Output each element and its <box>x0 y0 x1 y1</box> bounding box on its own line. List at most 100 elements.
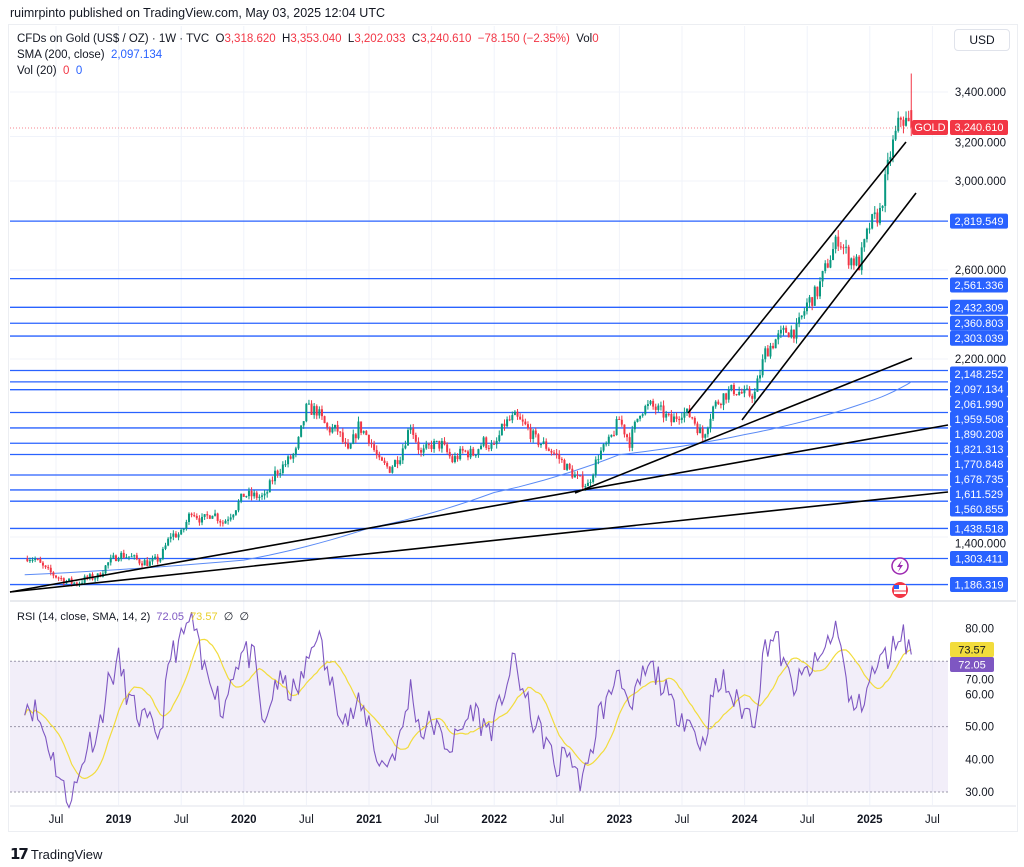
sma-legend[interactable]: SMA (200, close) 2,097.134 <box>17 49 162 61</box>
candle-body <box>537 434 540 446</box>
candle-body <box>865 228 868 240</box>
candle-body <box>193 515 196 517</box>
time-tick-label: Jul <box>424 814 439 826</box>
candle-body <box>456 456 459 460</box>
candle-body <box>704 434 707 438</box>
candle-body <box>878 207 881 224</box>
candle-body <box>247 490 250 497</box>
candle-body <box>808 297 811 303</box>
candle-body <box>216 513 219 521</box>
candle-body <box>641 414 644 416</box>
trendline[interactable] <box>9 491 949 593</box>
candle-body <box>287 456 290 465</box>
candle-body <box>772 345 775 349</box>
candle-body <box>902 119 905 126</box>
candle-body <box>602 444 605 451</box>
level-label-box <box>950 520 1008 536</box>
candle-body <box>245 496 248 498</box>
candle-body <box>253 492 256 497</box>
candle-body <box>725 393 728 400</box>
candle-body <box>508 419 511 421</box>
volume-legend[interactable]: Vol (20) 0 0 <box>17 65 82 77</box>
trendline[interactable] <box>574 357 913 494</box>
candle-body <box>539 443 542 446</box>
candle-body <box>751 395 754 399</box>
candle-body <box>130 556 133 558</box>
level-label-box <box>950 550 1008 566</box>
candle-body <box>691 417 694 419</box>
candle-body <box>482 437 485 446</box>
candle-body <box>766 348 769 357</box>
candle-body <box>367 434 370 444</box>
candle-body <box>558 454 561 460</box>
candle-body <box>373 444 376 450</box>
tradingview-logo[interactable]: 𝟭𝟳 TradingView <box>10 845 102 863</box>
candle-body <box>420 450 423 453</box>
level-label-box <box>950 411 1008 427</box>
candle-body <box>834 236 837 250</box>
candle-body <box>881 205 884 208</box>
time-tick-label: Jul <box>675 814 690 826</box>
candle-body <box>258 496 261 498</box>
level-label: 2,303.039 <box>955 333 1004 345</box>
candle-body <box>83 576 86 583</box>
candle-body <box>863 239 866 248</box>
candle-body <box>399 460 402 465</box>
chart-frame <box>8 24 1018 832</box>
candle-body <box>485 437 488 448</box>
candle-body <box>274 470 277 482</box>
candle-body <box>756 378 759 392</box>
candle-body <box>328 427 331 433</box>
candle-body <box>331 428 334 433</box>
candle-body <box>326 423 329 428</box>
candle-body <box>412 428 415 435</box>
candle-body <box>88 574 91 579</box>
channel-lower-line[interactable] <box>741 192 917 421</box>
candle-body <box>36 558 39 560</box>
candle-body <box>125 557 128 559</box>
candle-body <box>362 431 365 433</box>
trendlines[interactable] <box>9 141 949 593</box>
candle-body <box>837 236 840 247</box>
rsi-tick-label: 40.00 <box>965 754 994 766</box>
candle-body <box>686 408 689 413</box>
candle-body <box>240 493 243 502</box>
price-tag-symbol-box <box>912 120 948 135</box>
candle-body <box>242 493 245 497</box>
rsi-tick-label: 50.00 <box>965 722 994 734</box>
price-tick-label: 3,200.000 <box>955 137 1006 149</box>
candle-body <box>172 533 175 537</box>
candle-body <box>516 411 519 417</box>
candle-body <box>774 339 777 349</box>
rsi-tick-label: 80.00 <box>965 624 994 636</box>
rsi-tick-label: 30.00 <box>965 787 994 799</box>
candle-body <box>339 431 342 433</box>
candle-body <box>357 421 360 439</box>
trendline[interactable] <box>9 424 949 593</box>
candle-body <box>571 468 574 478</box>
vol-value: 0 <box>592 33 599 45</box>
rsi-label: RSI (14, close, SMA, 14, 2) <box>17 611 151 623</box>
level-label-box <box>950 366 1008 382</box>
candle-body <box>709 418 712 429</box>
candle-body <box>654 406 657 410</box>
candle-body <box>185 521 188 529</box>
candle-body <box>506 419 509 427</box>
currency-button[interactable]: USD <box>954 29 1010 51</box>
candle-body <box>260 495 263 497</box>
candle-body <box>143 560 146 566</box>
candle-body <box>94 578 97 580</box>
candle-body <box>850 258 853 266</box>
candle-body <box>738 392 741 395</box>
lightning-event-icon[interactable] <box>891 557 909 575</box>
us-flag-event-icon[interactable] <box>892 582 908 598</box>
channel-upper-line[interactable] <box>687 141 907 414</box>
rsi-legend[interactable]: RSI (14, close, SMA, 14, 2) 72.05 73.57 … <box>17 610 249 623</box>
candle-body <box>759 375 762 379</box>
rsi-legend-value: 72.05 <box>156 611 184 623</box>
candle-body <box>146 560 149 566</box>
candle-body <box>341 432 344 442</box>
candle-body <box>31 559 34 561</box>
candle-body <box>407 430 410 446</box>
